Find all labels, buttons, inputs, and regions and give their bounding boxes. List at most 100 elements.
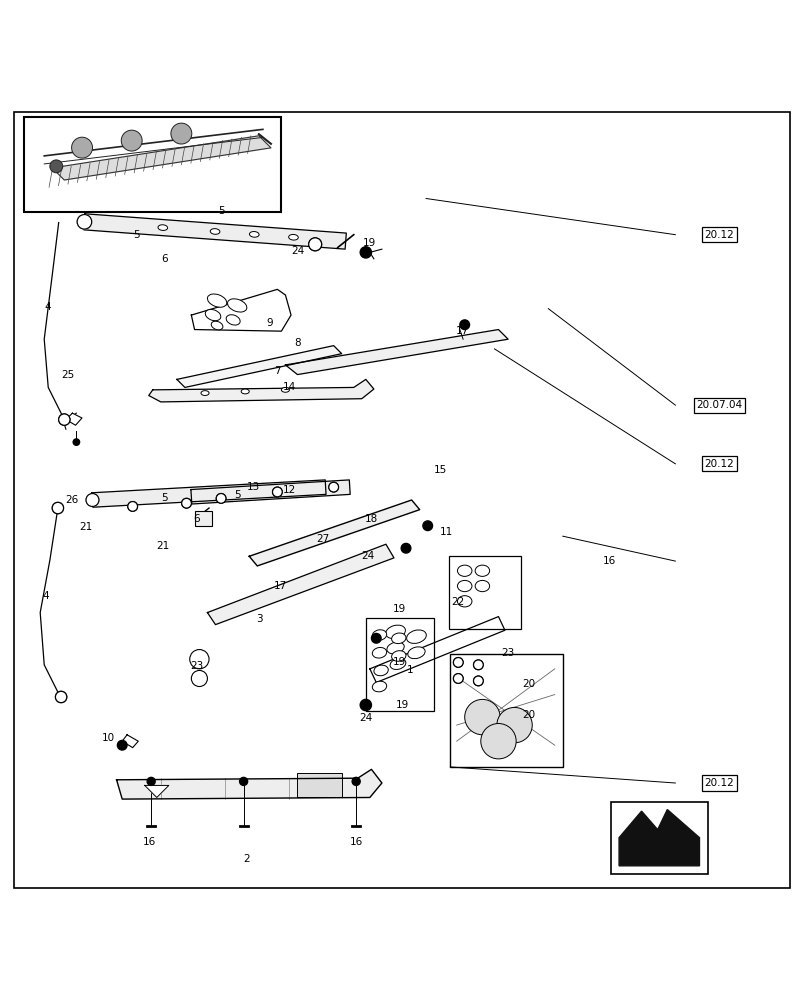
Text: 6: 6	[194, 514, 200, 524]
Text: 19: 19	[393, 604, 406, 614]
Ellipse shape	[227, 299, 247, 312]
Bar	[194, 511, 212, 526]
Ellipse shape	[475, 565, 489, 576]
Text: 5: 5	[234, 490, 240, 500]
Bar	[448, 556, 520, 629]
Circle shape	[352, 777, 360, 785]
Polygon shape	[249, 500, 419, 566]
Text: 9: 9	[266, 318, 272, 328]
Circle shape	[239, 777, 247, 785]
Circle shape	[453, 674, 463, 683]
Circle shape	[422, 521, 432, 531]
Text: 24: 24	[359, 713, 372, 723]
Ellipse shape	[207, 294, 226, 307]
Text: 2: 2	[243, 854, 250, 864]
Circle shape	[52, 502, 63, 514]
Text: 4: 4	[43, 591, 49, 601]
Bar	[297, 773, 341, 797]
Text: 8: 8	[294, 338, 300, 348]
Circle shape	[464, 699, 499, 735]
Text: 3: 3	[256, 614, 263, 624]
Text: 19: 19	[363, 238, 376, 248]
Ellipse shape	[241, 389, 249, 394]
Ellipse shape	[210, 229, 219, 234]
Ellipse shape	[457, 580, 471, 592]
Text: 19: 19	[395, 700, 408, 710]
Circle shape	[473, 660, 483, 670]
Circle shape	[128, 502, 137, 511]
Text: 24: 24	[291, 246, 304, 256]
Ellipse shape	[288, 234, 298, 240]
Text: 5: 5	[161, 493, 168, 503]
Text: 25: 25	[62, 370, 75, 380]
Circle shape	[473, 676, 483, 686]
Text: 19: 19	[393, 657, 406, 667]
Text: 11: 11	[439, 527, 452, 537]
Circle shape	[401, 543, 410, 553]
Circle shape	[308, 238, 321, 251]
Ellipse shape	[201, 391, 209, 395]
Circle shape	[181, 498, 191, 508]
Text: 22: 22	[451, 597, 464, 607]
Circle shape	[216, 494, 226, 503]
Ellipse shape	[475, 580, 489, 592]
Ellipse shape	[385, 625, 405, 639]
Ellipse shape	[158, 225, 167, 230]
Text: 10: 10	[102, 733, 115, 743]
Circle shape	[128, 502, 137, 511]
Polygon shape	[66, 413, 82, 425]
Text: 12: 12	[283, 485, 296, 495]
Text: 24: 24	[361, 551, 374, 561]
Circle shape	[194, 673, 205, 684]
Ellipse shape	[372, 681, 386, 692]
Circle shape	[473, 676, 483, 686]
Ellipse shape	[372, 630, 386, 640]
Circle shape	[272, 487, 282, 497]
Circle shape	[73, 439, 79, 445]
Polygon shape	[190, 480, 350, 504]
Circle shape	[480, 724, 516, 759]
Text: 13: 13	[247, 482, 259, 492]
Ellipse shape	[389, 659, 406, 669]
Bar	[365, 618, 434, 711]
Ellipse shape	[391, 633, 406, 644]
Text: 16: 16	[602, 556, 615, 566]
Polygon shape	[191, 289, 291, 331]
Circle shape	[52, 502, 63, 514]
Text: 18: 18	[365, 514, 377, 524]
Circle shape	[453, 658, 463, 667]
Circle shape	[473, 660, 483, 670]
Bar	[450, 654, 562, 767]
Circle shape	[71, 137, 92, 158]
Ellipse shape	[457, 565, 471, 576]
Text: 5: 5	[133, 230, 140, 240]
Polygon shape	[145, 785, 169, 797]
Circle shape	[308, 238, 321, 251]
Text: 6: 6	[161, 254, 168, 264]
Bar	[610, 802, 707, 874]
Text: 16: 16	[143, 837, 156, 847]
Circle shape	[121, 130, 142, 151]
Text: 17: 17	[455, 326, 468, 336]
Text: 7: 7	[274, 366, 280, 376]
Polygon shape	[122, 735, 138, 748]
Text: 20.07.04: 20.07.04	[695, 400, 742, 410]
Polygon shape	[92, 480, 325, 507]
Ellipse shape	[211, 321, 222, 330]
Text: 20.12: 20.12	[703, 778, 734, 788]
Circle shape	[360, 247, 371, 258]
Text: 5: 5	[218, 206, 224, 216]
Circle shape	[50, 160, 63, 173]
Text: 23: 23	[501, 648, 514, 658]
Text: 16: 16	[349, 837, 362, 847]
Circle shape	[86, 494, 99, 506]
Circle shape	[59, 414, 70, 425]
Circle shape	[55, 691, 67, 703]
Ellipse shape	[406, 630, 426, 643]
Circle shape	[496, 707, 532, 743]
Text: 4: 4	[45, 302, 51, 312]
Polygon shape	[285, 330, 507, 375]
Polygon shape	[618, 810, 699, 866]
Text: 20: 20	[522, 679, 535, 689]
Circle shape	[55, 691, 67, 703]
